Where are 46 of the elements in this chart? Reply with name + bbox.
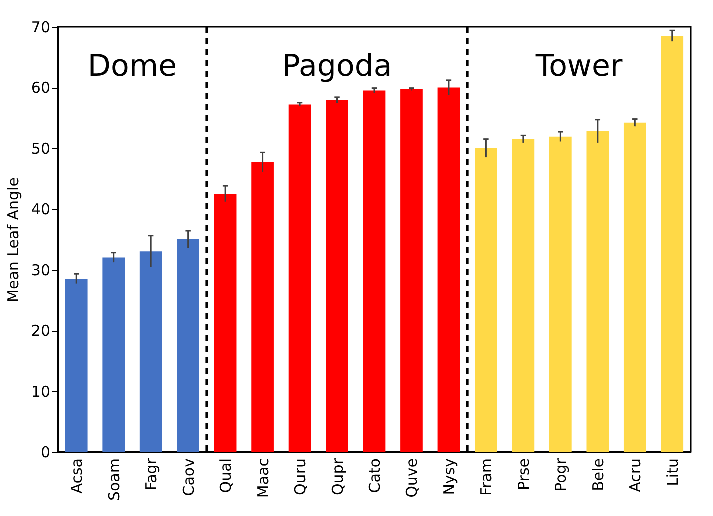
bar — [252, 162, 274, 452]
bar — [661, 36, 684, 452]
bar — [586, 131, 610, 452]
y-tick-label: 20 — [31, 322, 50, 340]
y-tick-label: 30 — [31, 261, 50, 280]
bar — [326, 100, 348, 452]
bar — [214, 194, 237, 452]
bar — [288, 104, 312, 452]
bar — [512, 139, 535, 452]
y-tick-label: 10 — [31, 382, 50, 401]
y-tick-label: 50 — [31, 140, 50, 158]
x-tick-label: Prse — [514, 458, 533, 490]
x-tick-label: Quve — [403, 458, 422, 498]
y-tick-label: 60 — [31, 79, 50, 98]
bar — [400, 90, 423, 452]
annotation: Pagoda — [282, 49, 392, 84]
x-tick-label: Qupr — [328, 458, 347, 496]
x-tick-label: Acsa — [68, 458, 86, 494]
y-tick-label: 40 — [31, 200, 50, 219]
y-tick-label: 70 — [31, 18, 50, 36]
bar — [363, 90, 386, 452]
x-tick-label: Bele — [589, 458, 608, 492]
x-tick-label: Fram — [478, 458, 496, 496]
annotation: Dome — [88, 49, 178, 84]
x-tick-label: Nysy — [440, 458, 458, 496]
x-tick-label: Cato — [366, 458, 384, 494]
bar — [177, 240, 200, 452]
x-tick-label: Qual — [217, 458, 236, 494]
x-tick-label: Litu — [664, 458, 682, 486]
x-tick-label: Acru — [626, 458, 645, 492]
x-tick-label: Caov — [180, 458, 198, 496]
bar — [65, 278, 88, 452]
y-tick-label: 0 — [40, 444, 50, 462]
x-tick-label: Fagr — [142, 458, 161, 491]
bar — [102, 258, 126, 452]
annotation: Tower — [534, 49, 624, 84]
y-axis-title: Mean Leaf Angle — [4, 178, 22, 302]
x-tick-label: Soam — [105, 458, 124, 502]
bar — [550, 136, 572, 452]
x-tick-label: Maac — [254, 458, 272, 498]
bar — [140, 252, 162, 452]
bar — [624, 122, 646, 452]
bar — [438, 88, 460, 452]
bar — [475, 148, 498, 452]
x-tick-label: Quru — [292, 458, 310, 496]
x-tick-label: Pogr — [552, 458, 570, 492]
